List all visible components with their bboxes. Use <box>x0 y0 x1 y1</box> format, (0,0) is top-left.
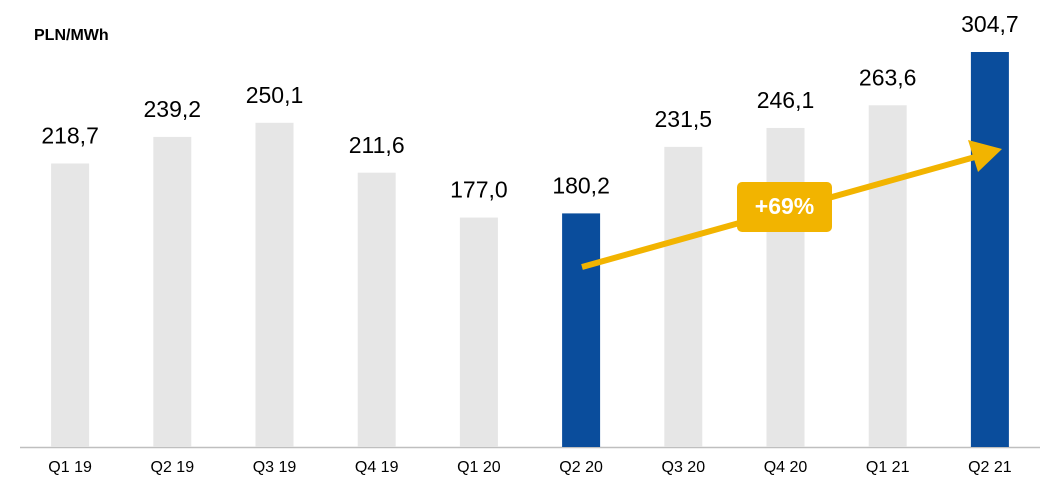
value-label: 218,7 <box>41 123 99 149</box>
x-tick-label: Q3 19 <box>253 459 297 476</box>
value-label: 177,0 <box>450 177 508 203</box>
x-tick-label: Q1 20 <box>457 459 501 476</box>
bar <box>868 105 907 447</box>
bar <box>766 127 805 447</box>
bar <box>357 172 396 447</box>
x-tick-label: Q1 19 <box>48 459 92 476</box>
bar <box>51 163 90 448</box>
bar <box>153 136 192 448</box>
x-tick-label: Q1 21 <box>866 459 910 476</box>
x-tick-label: Q3 20 <box>662 459 706 476</box>
bar <box>459 217 498 447</box>
value-label: 180,2 <box>552 172 610 198</box>
x-tick-label: Q4 20 <box>764 459 808 476</box>
annotation: +69% <box>755 193 814 219</box>
x-tick-label: Q2 19 <box>151 459 195 476</box>
bar <box>255 122 294 447</box>
bar <box>562 213 601 447</box>
bar <box>970 52 1009 447</box>
axis-label: PLN/MWh <box>34 27 109 44</box>
value-label: 250,1 <box>246 82 304 108</box>
value-label: 246,1 <box>757 87 815 113</box>
value-label: 211,6 <box>349 132 405 158</box>
x-tick-label: Q4 19 <box>355 459 399 476</box>
value-label: 231,5 <box>655 106 713 132</box>
value-label: 263,6 <box>859 64 917 90</box>
value-label: 304,7 <box>961 11 1019 37</box>
arrow-head <box>968 140 1002 172</box>
x-tick-label: Q2 21 <box>968 459 1012 476</box>
value-label: 239,2 <box>144 96 202 122</box>
bar <box>664 146 703 447</box>
annotation-box <box>737 182 832 232</box>
x-tick-label: Q2 20 <box>559 459 603 476</box>
